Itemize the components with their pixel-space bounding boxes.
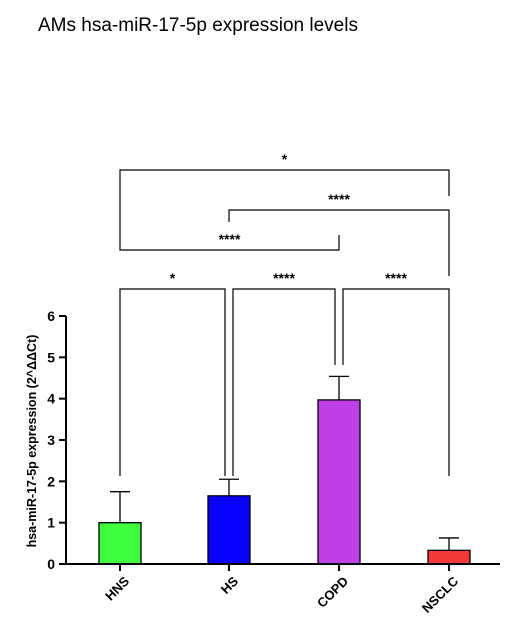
- y-tick-label: 4: [47, 391, 55, 407]
- x-tick-label: COPD: [314, 574, 351, 611]
- significance-label: *: [170, 270, 176, 286]
- bar-hns: [98, 522, 142, 565]
- significance-bracket: [228, 209, 450, 276]
- significance-bracket: [342, 288, 450, 476]
- significance-bracket: [119, 235, 340, 251]
- axes: 0 1 2 3 4 5 6 HNS HS COPD NSCLC: [47, 308, 500, 616]
- y-tick-label: 5: [47, 349, 55, 365]
- bar-hs: [207, 495, 251, 565]
- significance-label: ****: [385, 270, 407, 286]
- bars: [98, 375, 471, 565]
- significance-label: ****: [219, 231, 241, 247]
- chart-title: AMs hsa-miR-17-5p expression levels: [38, 15, 358, 36]
- y-tick-label: 0: [47, 556, 55, 572]
- y-tick-label: 2: [47, 473, 55, 489]
- y-tick-label: 1: [47, 515, 55, 531]
- y-tick-label: 6: [47, 308, 55, 324]
- x-tick-label: HS: [218, 573, 242, 597]
- x-tick-label: HNS: [102, 573, 132, 603]
- significance-brackets: * **** *************: [119, 151, 450, 476]
- significance-bracket: [232, 288, 336, 476]
- significance-bracket: [119, 288, 226, 476]
- significance-label: ****: [328, 191, 350, 207]
- significance-label: *: [282, 151, 288, 167]
- y-tick-label: 3: [47, 432, 55, 448]
- bar-nsclc: [427, 549, 471, 565]
- y-axis-label: hsa-miR-17-5p expression (2^ΔΔCt): [25, 335, 39, 548]
- x-tick-label: NSCLC: [419, 573, 462, 616]
- significance-label: ****: [273, 270, 295, 286]
- bar-copd: [317, 399, 361, 565]
- significance-bracket: [119, 169, 450, 235]
